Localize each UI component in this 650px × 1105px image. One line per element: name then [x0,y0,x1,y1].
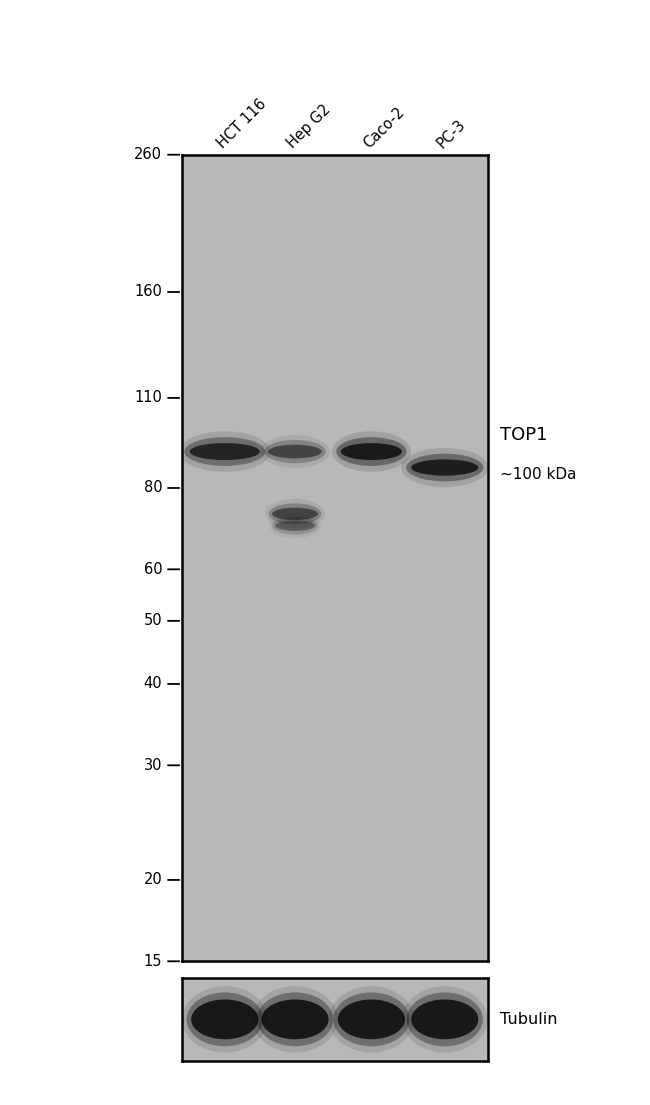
Ellipse shape [191,999,259,1039]
Text: 50: 50 [144,613,162,629]
Ellipse shape [268,444,322,459]
Ellipse shape [406,992,483,1046]
Text: 80: 80 [144,481,162,495]
Ellipse shape [265,499,325,528]
Ellipse shape [185,438,265,466]
Text: 15: 15 [144,954,162,969]
Ellipse shape [257,992,333,1046]
Text: 20: 20 [144,873,162,887]
Ellipse shape [265,440,326,463]
Text: 160: 160 [135,284,162,299]
Ellipse shape [179,431,270,472]
Ellipse shape [272,517,318,535]
Text: Tubulin: Tubulin [500,1012,557,1027]
Ellipse shape [252,986,338,1052]
Ellipse shape [272,507,318,520]
Text: 40: 40 [144,676,162,692]
Ellipse shape [182,986,268,1052]
Ellipse shape [338,999,405,1039]
Text: Hep G2: Hep G2 [285,103,333,151]
Ellipse shape [268,504,321,525]
Text: PC-3: PC-3 [434,117,469,151]
Ellipse shape [190,443,260,460]
Ellipse shape [411,999,478,1039]
Text: TOP1: TOP1 [500,427,547,444]
Ellipse shape [406,454,484,482]
Ellipse shape [275,520,315,530]
Text: 60: 60 [144,561,162,577]
Ellipse shape [329,986,414,1052]
Text: 30: 30 [144,758,162,772]
Ellipse shape [336,438,406,466]
Ellipse shape [261,999,329,1039]
Text: Caco-2: Caco-2 [361,105,408,151]
Ellipse shape [269,513,321,538]
Ellipse shape [411,460,478,475]
Ellipse shape [260,435,330,467]
Text: 260: 260 [134,147,162,162]
Text: 110: 110 [135,390,162,406]
Text: HCT 116: HCT 116 [214,96,269,151]
Ellipse shape [402,986,488,1052]
Ellipse shape [401,448,488,487]
Ellipse shape [332,431,411,472]
Ellipse shape [341,443,402,460]
Text: ~100 kDa: ~100 kDa [500,466,576,482]
Ellipse shape [333,992,410,1046]
Ellipse shape [187,992,263,1046]
